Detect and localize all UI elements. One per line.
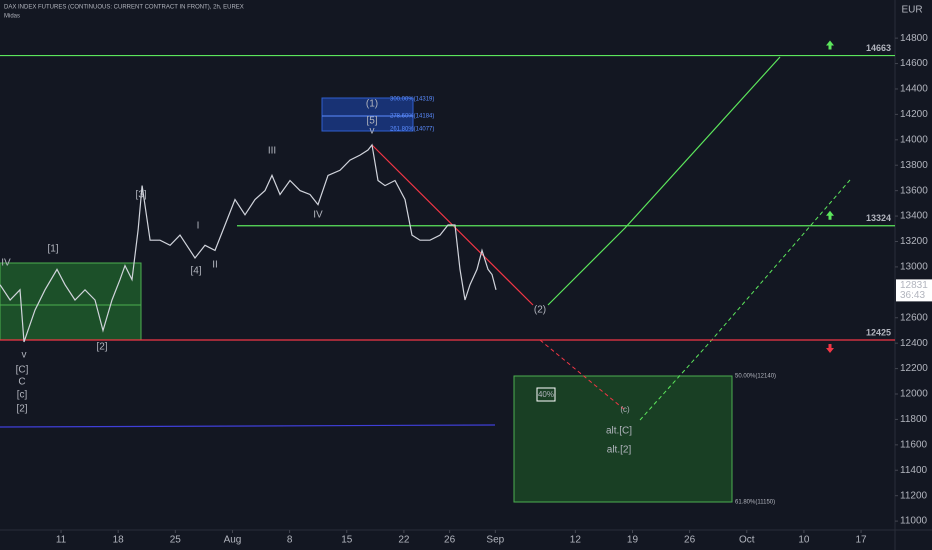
x-tick-label: 25 (170, 535, 182, 546)
wave-box (0, 262, 142, 341)
y-tick-label: 14600 (900, 58, 928, 69)
alt-projection-down (539, 339, 626, 411)
x-tick-label: 26 (444, 535, 456, 546)
wave-label: IV (1, 258, 11, 269)
y-tick-label: 14200 (900, 109, 928, 120)
y-tick-label: 11200 (900, 490, 928, 501)
chart-title: DAX INDEX FUTURES (CONTINUOUS: CURRENT C… (4, 5, 244, 11)
x-tick-label: 8 (287, 535, 293, 546)
wave-label: [c] (17, 390, 28, 401)
y-tick-label: 12200 (900, 363, 928, 374)
y-tick-label: 11400 (900, 465, 928, 476)
y-tick-label: 13800 (900, 160, 928, 171)
wave-label: [C] (16, 365, 29, 376)
wave-label: (c) (620, 405, 630, 414)
y-tick-label: 12000 (900, 389, 928, 400)
probability-box (536, 387, 556, 402)
price-tag (896, 279, 932, 302)
wave-label: [4] (190, 266, 201, 277)
level-arrow (826, 343, 834, 353)
level-label: 13324 (866, 213, 891, 223)
wave-label: I (197, 221, 200, 232)
y-tick-label: 11000 (900, 516, 928, 527)
wave-label: (1) (366, 99, 378, 110)
wave-label: [1] (47, 244, 58, 255)
chart-subtitle: Midas (4, 14, 20, 20)
level-arrow (826, 210, 834, 220)
y-tick-label: 13600 (900, 185, 928, 196)
y-tick-label: 12600 (900, 312, 928, 323)
fib-target-label: 61.80%(11150) (735, 500, 775, 506)
y-tick-label: 11600 (900, 439, 928, 450)
wave-label: alt.[C] (606, 426, 632, 437)
fib-target-label: 50.00%(12140) (735, 374, 776, 380)
y-tick-label: 14400 (900, 84, 928, 95)
fib-box (321, 97, 414, 132)
y-tick-label: 13200 (900, 236, 928, 247)
wave-label: IV (313, 210, 323, 221)
wave-label: III (268, 146, 276, 157)
wave-label: [5] (366, 116, 377, 127)
y-tick-label: 11800 (900, 414, 928, 425)
price-line (0, 143, 497, 343)
y-tick-label: 13400 (900, 211, 928, 222)
wave-label: v (22, 350, 27, 361)
x-tick-label: 11 (56, 535, 67, 546)
x-tick-label: 18 (113, 535, 125, 546)
blue-trendline (0, 424, 496, 428)
x-tick-label: Aug (224, 535, 242, 546)
y-tick-label: 14000 (900, 134, 928, 145)
currency-label: EUR (901, 5, 922, 16)
target-box (513, 375, 733, 503)
y-tick-label: 12400 (900, 338, 928, 349)
level-label: 12425 (866, 327, 891, 337)
y-tick-label: 13000 (900, 262, 928, 273)
x-tick-label: 19 (627, 535, 639, 546)
wave-label: [2] (16, 404, 27, 415)
x-tick-label: Oct (739, 535, 755, 546)
wave-label: v (370, 126, 375, 137)
fib-label: 300.00%(14319) (390, 97, 434, 103)
price-tag-label: 12831 (900, 280, 928, 291)
x-tick-label: 10 (798, 535, 810, 546)
alt-projection-up (639, 179, 851, 421)
x-tick-label: 17 (855, 535, 867, 546)
level-arrow (826, 40, 834, 50)
wave-label: [2] (96, 342, 107, 353)
wave-label: II (212, 260, 218, 271)
y-tick-label: 14800 (900, 33, 928, 44)
x-tick-label: Sep (486, 535, 504, 546)
wave-label: C (18, 377, 25, 388)
countdown-label: 36:43 (900, 290, 925, 301)
wave-label: (2) (534, 305, 546, 316)
x-tick-label: 26 (684, 535, 696, 546)
projection-up (547, 56, 781, 306)
x-tick-label: 12 (570, 535, 582, 546)
x-tick-label: 15 (341, 535, 353, 546)
probability-label: 40% (538, 390, 554, 399)
fib-label: 278.60%(14184) (390, 114, 434, 120)
level-label: 14663 (866, 43, 891, 53)
fib-label: 261.80%(14077) (390, 127, 434, 133)
x-tick-label: 22 (398, 535, 410, 546)
wave-label: alt.[2] (607, 445, 632, 456)
